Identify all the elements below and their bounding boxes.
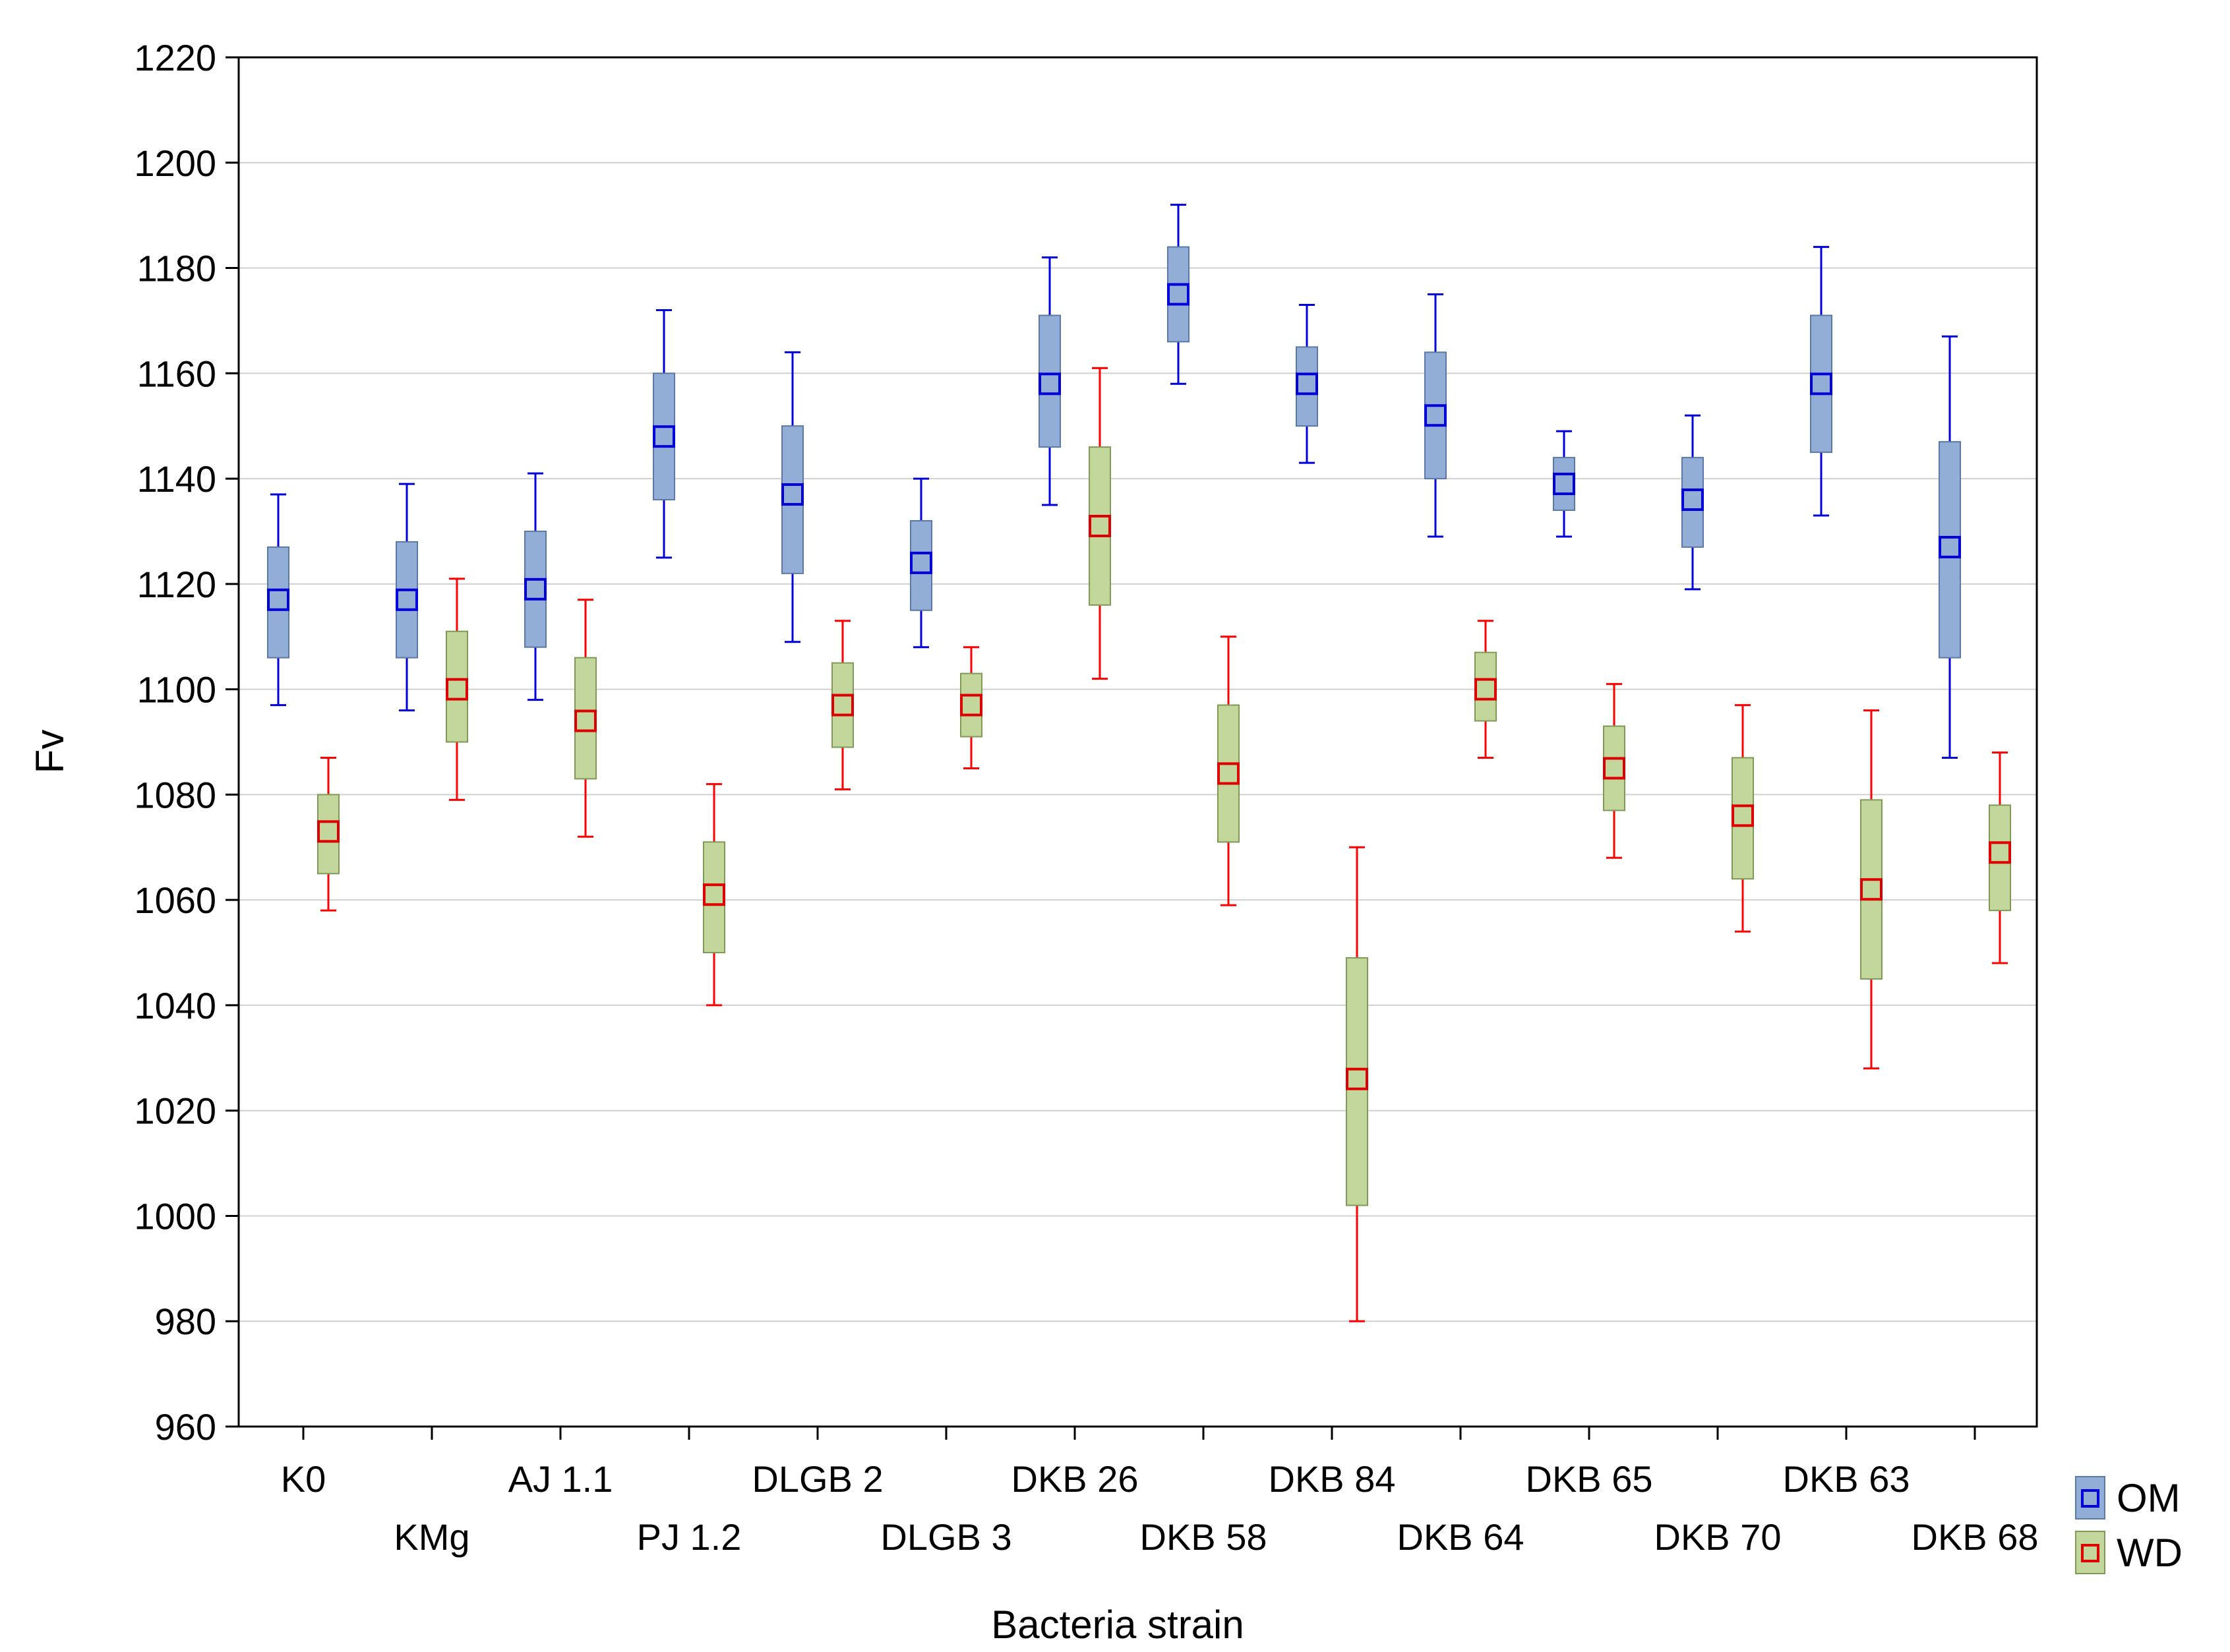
mean-marker — [1474, 678, 1497, 701]
mean-marker — [1039, 372, 1061, 396]
mean-marker — [1732, 804, 1754, 827]
y-tick-label: 1060 — [134, 879, 216, 921]
x-tick-label: KMg — [394, 1516, 469, 1558]
x-tick-label: DKB 58 — [1140, 1516, 1267, 1558]
mean-marker — [1167, 283, 1190, 306]
mean-marker — [703, 883, 725, 906]
legend-marker — [2081, 1489, 2099, 1508]
x-tick-label: K0 — [281, 1458, 326, 1500]
mean-marker — [574, 709, 597, 732]
mean-marker — [1553, 473, 1575, 496]
y-tick-label: 1040 — [134, 985, 216, 1026]
mean-marker — [1346, 1067, 1368, 1090]
plot-frame — [237, 56, 2038, 1428]
y-tick-label: 1080 — [134, 774, 216, 815]
legend-item-wd: WD — [2075, 1531, 2183, 1575]
plot-marks — [267, 204, 2011, 1322]
mean-marker — [1424, 404, 1447, 427]
x-tick-label: PJ 1.2 — [637, 1516, 742, 1558]
mean-marker — [910, 551, 932, 574]
legend-swatch — [2075, 1531, 2105, 1574]
legend-marker — [2081, 1544, 2099, 1562]
x-tick-label: DKB 63 — [1783, 1458, 1910, 1500]
mean-marker — [1939, 535, 1961, 558]
y-tick-label: 1000 — [134, 1195, 216, 1237]
series-om — [267, 204, 1961, 759]
legend-label: OM — [2117, 1476, 2181, 1520]
legend-label: WD — [2117, 1531, 2183, 1575]
x-tick-label: DKB 84 — [1269, 1458, 1396, 1500]
y-tick-label: 1020 — [134, 1090, 216, 1132]
mean-marker — [781, 483, 804, 506]
x-tick-label: DKB 64 — [1397, 1516, 1524, 1558]
y-tick-label: 960 — [155, 1406, 216, 1448]
mean-marker — [653, 425, 675, 448]
y-axis-title: Fv — [28, 730, 72, 774]
x-tick-label: DKB 68 — [1912, 1516, 2039, 1558]
mean-marker — [1603, 757, 1625, 780]
mean-marker — [446, 678, 468, 701]
series-wd — [317, 367, 2011, 1322]
mean-marker — [396, 588, 418, 611]
y-tick-label: 1160 — [137, 353, 216, 394]
legend: OM WD — [2075, 1476, 2183, 1575]
mean-marker — [1989, 841, 2011, 864]
y-tick-label: 1200 — [134, 142, 216, 184]
mean-marker — [960, 693, 982, 717]
y-tick-label: 980 — [155, 1301, 216, 1342]
y-tick-label: 1180 — [137, 248, 216, 289]
x-tick-label: DLGB 2 — [752, 1458, 883, 1500]
x-tick-label: DKB 65 — [1526, 1458, 1653, 1500]
legend-swatch — [2075, 1476, 2105, 1519]
grid-lines — [239, 162, 2037, 1322]
mean-marker — [1089, 514, 1111, 537]
x-axis-title: Bacteria strain — [991, 1603, 1244, 1647]
mean-marker — [1296, 372, 1318, 396]
legend-item-om: OM — [2075, 1476, 2181, 1520]
x-tick-label: DKB 26 — [1011, 1458, 1139, 1500]
mean-marker — [831, 693, 854, 717]
y-tick-label: 1120 — [137, 564, 216, 605]
mean-marker — [1810, 372, 1832, 396]
mean-marker — [317, 820, 340, 843]
mean-marker — [1217, 762, 1240, 785]
mean-marker — [1681, 488, 1704, 512]
y-tick-label: 1220 — [134, 37, 216, 78]
x-tick-label: AJ 1.1 — [508, 1458, 613, 1500]
axes: 960 980 1000 1020 1040 1060 1080 1100 1120 1140 11… — [134, 37, 2038, 1558]
y-tick-label: 1100 — [137, 669, 216, 711]
mean-marker — [267, 588, 289, 611]
x-tick-label: DKB 70 — [1654, 1516, 1782, 1558]
x-tick-label: DLGB 3 — [880, 1516, 1011, 1558]
mean-marker — [1860, 878, 1883, 901]
mean-marker — [524, 577, 547, 601]
y-tick-label: 1140 — [137, 458, 216, 500]
